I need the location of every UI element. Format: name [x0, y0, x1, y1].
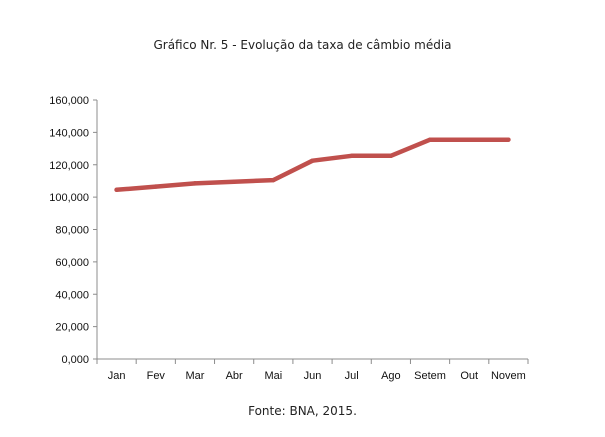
x-tick-label: Abr: [226, 370, 243, 382]
data-point: [231, 179, 237, 184]
x-tick-label: Mar: [185, 370, 204, 382]
data-point: [349, 153, 354, 159]
y-tick-label: 0,000: [61, 354, 89, 366]
data-point: [388, 153, 394, 159]
x-axis: Jan Fev Mar Abr Mai Jun Jul Ago Setem Out Novem: [96, 358, 529, 382]
data-point: [192, 181, 198, 186]
x-tick-label: Setem: [414, 370, 446, 382]
series-group: [114, 137, 511, 193]
data-point: [271, 177, 276, 183]
x-tick-label: Out: [460, 370, 478, 382]
y-tick-label: 140,000: [49, 127, 89, 139]
y-tick-label: 60,000: [55, 257, 89, 269]
data-point: [114, 187, 119, 193]
y-tick-label: 120,000: [49, 160, 89, 172]
data-point: [153, 184, 158, 189]
y-tick-label: 100,000: [49, 192, 89, 204]
x-tick-label: Jun: [304, 370, 322, 382]
y-tick-label: 40,000: [55, 289, 89, 301]
x-tick-label: Novem: [491, 370, 526, 382]
series-line: [114, 137, 511, 193]
data-point: [427, 137, 433, 142]
data-point: [506, 137, 511, 142]
x-tick-label: Jan: [108, 370, 126, 382]
x-tick-label: Jul: [345, 370, 359, 382]
x-tick-label: Ago: [381, 370, 401, 382]
y-tick-label: 80,000: [55, 225, 89, 237]
data-point: [310, 158, 315, 163]
chart-title: Gráfico Nr. 5 - Evolução da taxa de câmb…: [153, 38, 452, 52]
y-tick-label: 20,000: [55, 322, 89, 334]
chart-source: Fonte: BNA, 2015.: [248, 404, 357, 418]
y-axis: 0,000 20,000 40,000 60,000 80,000 100,000 120,…: [49, 95, 98, 366]
x-tick-label: Fev: [147, 370, 166, 382]
data-point: [467, 137, 472, 142]
x-tick-label: Mai: [264, 370, 282, 382]
y-tick-label: 160,000: [49, 95, 89, 107]
